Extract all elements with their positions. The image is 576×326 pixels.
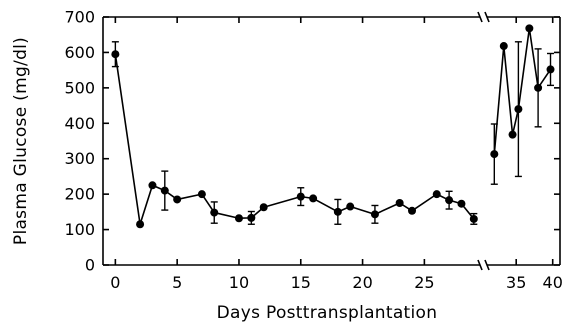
axis-break-mark [484,11,490,23]
axis-labels-group: 0 100 200 300 400 500 600 700 0 5 10 15 20 25 35 40 Days… [11,8,563,324]
data-point [333,207,342,216]
data-point [499,42,508,51]
data-point [173,195,182,204]
x-tick-label: 25 [414,273,434,292]
y-tick-label: 200 [64,185,95,204]
data-point [445,196,454,205]
data-point [370,210,379,219]
y-axis-label: Plasma Glucose (mg/dl) [11,37,31,245]
data-point [148,181,157,190]
series-lines [114,27,552,226]
data-point [490,150,499,159]
x-tick-label: 10 [229,273,249,292]
data-point [160,186,169,195]
y-tick-label: 500 [64,78,95,97]
axis-break-mark [484,259,490,271]
data-point [111,50,120,59]
data-points [111,24,555,229]
data-point [534,83,543,92]
data-point [346,202,355,211]
y-tick-label: 0 [85,256,95,275]
y-tick-label: 100 [64,220,95,239]
data-point [234,214,243,223]
data-point [508,130,517,139]
series-line [114,54,475,226]
data-point [210,208,219,217]
data-point [457,199,466,208]
data-point [395,199,404,207]
axis-break-mark [477,259,483,271]
data-point [296,192,305,201]
data-point [514,105,523,114]
data-point [247,213,256,222]
y-tick-label: 300 [64,149,95,168]
y-tick-label: 600 [64,43,95,62]
data-point [546,65,555,74]
data-point [136,220,145,229]
x-tick-label: 35 [506,273,526,292]
y-tick-label: 400 [64,114,95,133]
chart-axes [102,11,561,271]
data-point [525,24,534,33]
axis-break-mark [477,11,483,23]
x-tick-label: 15 [291,273,311,292]
x-tick-label: 5 [172,273,182,292]
x-tick-label: 40 [543,273,563,292]
data-point [309,194,318,203]
y-tick-label: 700 [64,8,95,27]
data-point [469,214,478,223]
x-axis-label: Days Posttransplantation [217,303,438,323]
data-point [432,190,441,199]
data-point [197,190,206,199]
data-point [259,203,268,212]
x-tick-label: 20 [352,273,372,292]
x-tick-label: 0 [110,273,120,292]
data-point [408,206,417,215]
